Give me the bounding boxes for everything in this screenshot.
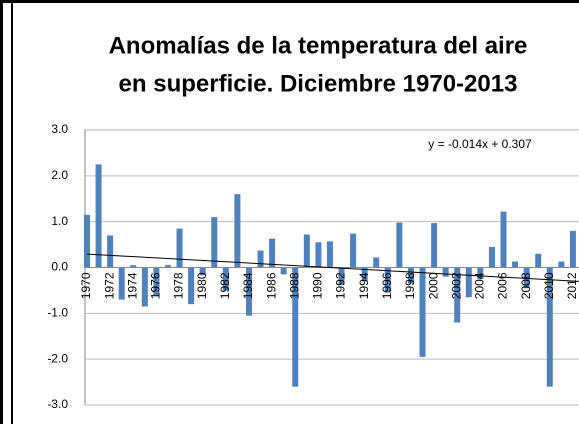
bar — [465, 267, 472, 298]
x-tick-label: 1992 — [334, 272, 348, 299]
y-tick-label: 0.0 — [51, 260, 68, 274]
bar — [384, 267, 391, 293]
bar — [211, 217, 218, 268]
y-tick-label: 2.0 — [51, 168, 68, 182]
bar — [350, 233, 357, 268]
bar — [280, 267, 287, 275]
x-tick-label: 1974 — [125, 272, 139, 299]
bar — [512, 261, 519, 268]
bar — [199, 267, 206, 276]
bar — [153, 267, 160, 295]
bar — [315, 242, 322, 268]
x-tick-label: 1978 — [172, 272, 186, 299]
bar — [569, 230, 576, 268]
x-tick-label: 2002 — [449, 272, 463, 299]
bar — [373, 257, 380, 268]
x-tick-label: 1970 — [79, 272, 93, 299]
bar — [292, 267, 299, 387]
x-tick-label: 2004 — [473, 272, 487, 299]
x-tick-label: 1972 — [102, 272, 116, 299]
y-tick-label: 1.0 — [51, 214, 68, 228]
x-tick-label: 1998 — [403, 272, 417, 299]
x-tick-label: 1984 — [241, 272, 255, 299]
bar — [431, 223, 438, 268]
y-tick-label: -3.0 — [47, 397, 68, 411]
bar — [326, 241, 333, 268]
bar — [245, 267, 252, 316]
bar — [188, 267, 195, 305]
bar — [303, 234, 310, 268]
x-tick-label: 1982 — [218, 272, 232, 299]
bar — [558, 261, 565, 268]
x-tick-label: 1994 — [357, 272, 371, 299]
bar — [222, 267, 229, 291]
chart-title: Anomalías de la temperatura del aire — [109, 32, 528, 59]
x-tick-label: 2012 — [565, 272, 579, 299]
x-tick-label: 1976 — [149, 272, 163, 299]
x-tick-label: 2008 — [519, 272, 533, 299]
bar — [141, 267, 148, 307]
bar — [269, 238, 276, 268]
bar — [488, 246, 495, 268]
bar — [164, 265, 171, 268]
bar — [419, 267, 426, 357]
x-tick-label: 2006 — [496, 272, 510, 299]
bar — [477, 267, 484, 279]
y-tick-label: 3.0 — [51, 122, 68, 136]
x-tick-label: 2010 — [542, 272, 556, 299]
y-tick-label: -1.0 — [47, 306, 68, 320]
bar — [338, 267, 345, 285]
bar — [535, 253, 542, 268]
x-tick-label: 1990 — [311, 272, 325, 299]
bar — [396, 222, 403, 268]
bar — [500, 211, 507, 268]
trendline-equation: y = -0.014x + 0.307 — [428, 137, 532, 151]
bar — [130, 265, 137, 268]
x-tick-label: 1996 — [380, 272, 394, 299]
y-tick-label: -2.0 — [47, 351, 68, 365]
chart-title: en superficie. Diciembre 1970-2013 — [119, 70, 518, 97]
bar — [407, 267, 414, 284]
bar — [523, 267, 530, 289]
bar — [442, 267, 449, 277]
bar — [454, 267, 461, 323]
bar — [257, 250, 264, 268]
x-tick-label: 1986 — [264, 272, 278, 299]
x-tick-label: 2000 — [426, 272, 440, 299]
bar — [234, 194, 241, 268]
trendline — [86, 253, 579, 282]
bar — [95, 164, 102, 268]
x-tick-label: 1988 — [287, 272, 301, 299]
x-tick-label: 1980 — [195, 272, 209, 299]
bar — [361, 267, 368, 282]
bar — [118, 267, 125, 300]
bar — [176, 228, 183, 268]
bar — [83, 214, 90, 268]
bar — [107, 235, 114, 268]
bar — [546, 267, 553, 387]
